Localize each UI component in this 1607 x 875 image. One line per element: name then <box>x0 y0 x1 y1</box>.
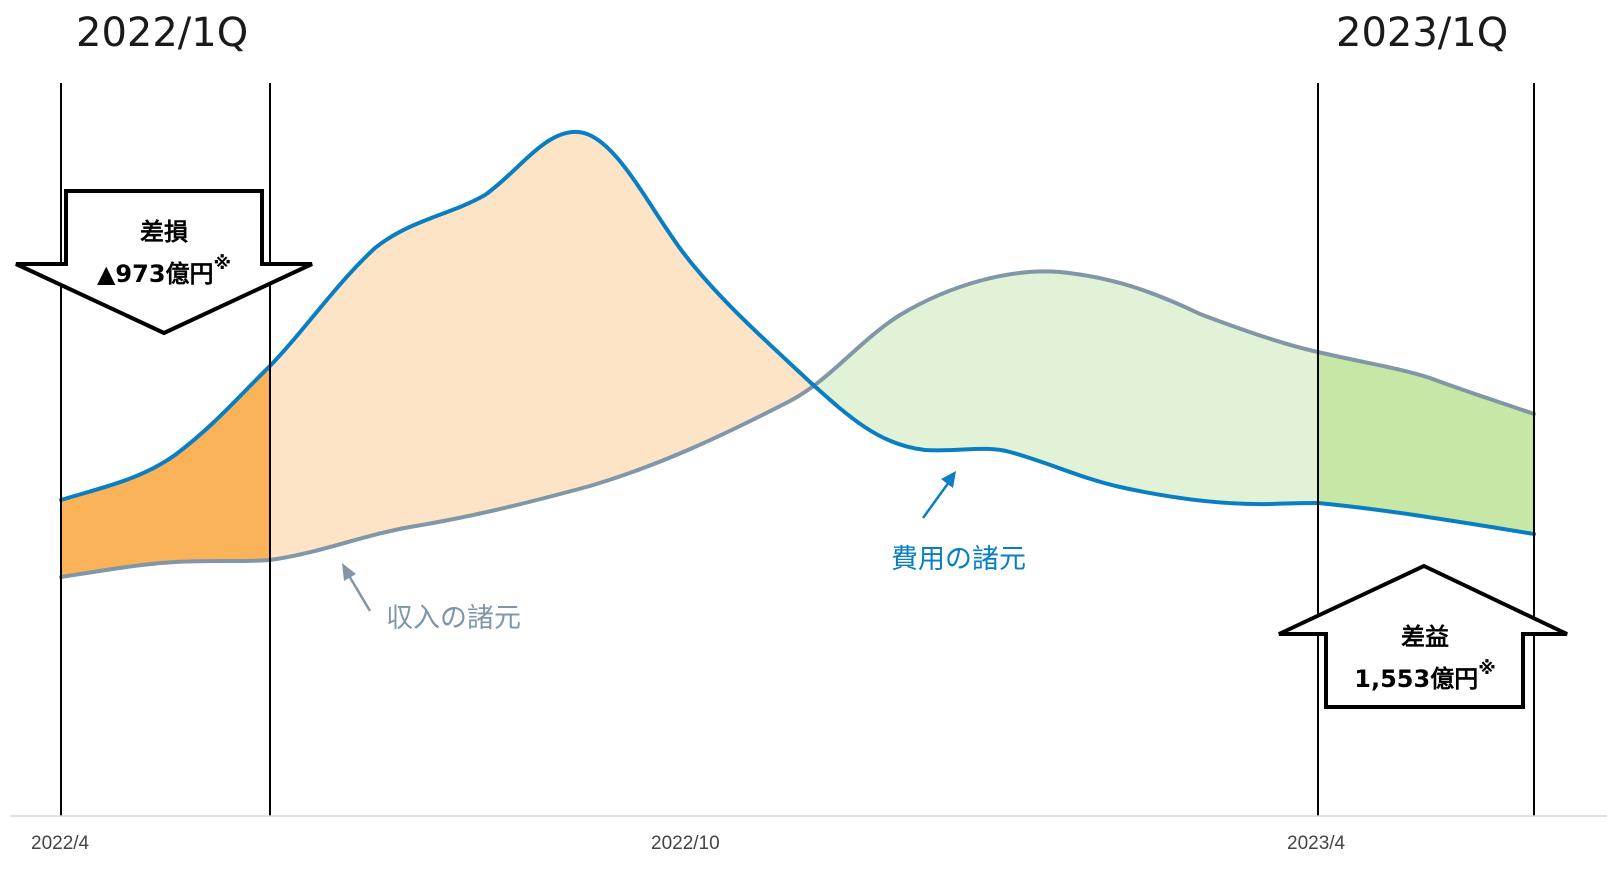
loss-down-arrow <box>15 189 313 336</box>
timeline-label-start: 2022/4 <box>31 833 90 854</box>
gain-label: 差益 1,553億円※ <box>1328 619 1522 697</box>
gain-title: 差益 <box>1401 623 1449 651</box>
cost-pointer-arrow <box>921 471 956 519</box>
gain-amount-row: 1,553億円※ <box>1328 655 1522 697</box>
cost-curve <box>59 129 1536 536</box>
timeline-label-middle: 2022/10 <box>651 833 720 854</box>
period-title-2022-1q: 2022/1Q <box>76 10 249 56</box>
loss-label: 差損 ▲973億円※ <box>62 214 266 292</box>
gain-up-arrow <box>1278 563 1568 709</box>
period-title-2023-1q: 2023/1Q <box>1336 10 1509 56</box>
gain-region-fill <box>815 271 1318 505</box>
loss-title: 差損 <box>140 218 188 246</box>
revenue-label: 収入の諸元 <box>386 603 521 634</box>
timeline-label-end: 2023/4 <box>1287 833 1346 854</box>
revenue-pointer-arrow <box>342 563 372 612</box>
loss-amount: ▲973億円 <box>96 260 214 288</box>
gain-amount: 1,553億円 <box>1354 665 1479 693</box>
gain-note-mark: ※ <box>1478 658 1496 679</box>
cost-label: 費用の諸元 <box>891 544 1026 575</box>
loss-amount-row: ▲973億円※ <box>62 250 266 292</box>
loss-note-mark: ※ <box>213 253 232 274</box>
